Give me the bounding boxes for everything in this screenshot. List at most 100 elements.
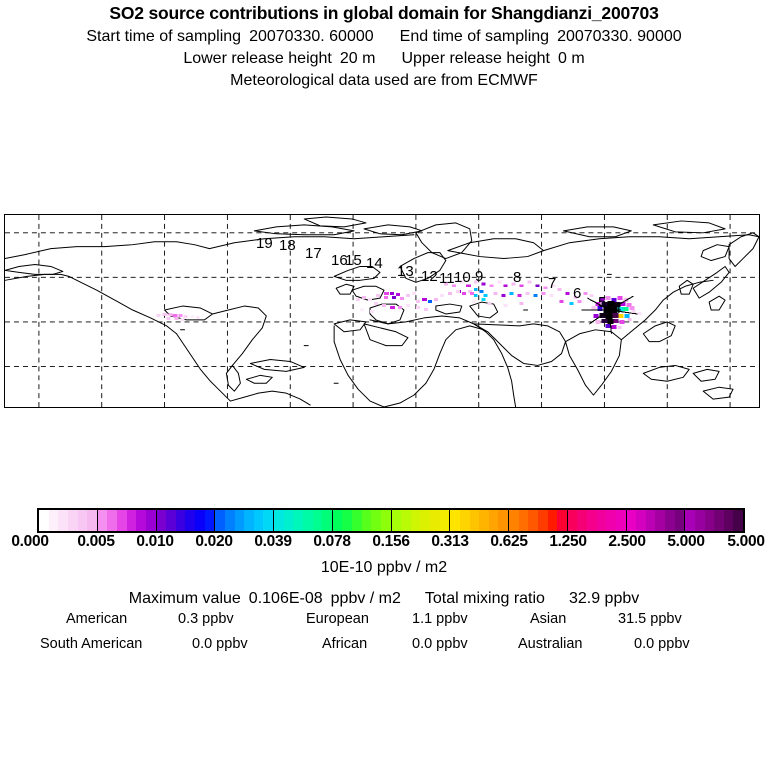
colorbar-swatch <box>450 510 460 531</box>
colorbar-swatch <box>714 510 724 531</box>
trajectory-label-14: 14 <box>366 255 383 272</box>
trajectory-label-16: 16 <box>331 252 348 269</box>
trajectory-label-8: 8 <box>513 269 522 286</box>
colorbar-swatch <box>439 510 450 531</box>
trajectory-label-17: 17 <box>305 245 322 262</box>
colorbar-swatch <box>263 510 273 531</box>
source-value-european: 1.1 ppbv <box>412 611 468 627</box>
source-name-australian: Australian <box>518 636 583 652</box>
total-mixing-ratio-value: 32.9 ppbv <box>568 590 640 607</box>
colorbar-swatch <box>166 510 176 531</box>
sampling-time-line: Start time of sampling 20070330. 60000 End… <box>0 28 768 46</box>
source-name-american: American <box>66 611 128 627</box>
colorbar-tick-9: 1.250 <box>549 533 587 550</box>
total-mixing-ratio-label: Total mixing ratio <box>424 590 545 607</box>
colorbar-swatch <box>488 510 499 531</box>
max-value-number: 0.106E-08 <box>248 590 323 607</box>
map-gridlines <box>5 215 759 407</box>
colorbar-unit-label: 10E-10 ppbv / m2 <box>320 559 448 576</box>
colorbar-swatch <box>401 510 411 531</box>
statistics-block: Maximum value 0.106E-08 ppbv / m2 Total mix… <box>0 590 768 658</box>
colorbar-segment-4 <box>274 510 333 531</box>
source-value-asian: 31.5 ppbv <box>618 611 682 627</box>
colorbar-tick-1: 0.005 <box>77 533 115 550</box>
colorbar-swatch <box>626 510 637 531</box>
colorbar-swatch <box>204 510 215 531</box>
colorbar-segment-2 <box>156 510 216 531</box>
colorbar-swatch <box>509 510 519 531</box>
colorbar-swatch <box>136 510 146 531</box>
release-height-line: Lower release height 20 m Upper release he… <box>0 50 768 68</box>
max-value-unit: ppbv / m2 <box>330 590 401 607</box>
colorbar-swatch <box>293 510 303 531</box>
source-name-african: African <box>322 636 368 652</box>
source-value-american: 0.3 ppbv <box>178 611 234 627</box>
colorbar-segment-3 <box>215 510 274 531</box>
colorbar-segment-8 <box>509 510 568 531</box>
colorbar-tick-10: 2.500 <box>608 533 646 550</box>
colorbar-swatch <box>528 510 538 531</box>
colorbar-swatch <box>391 510 402 531</box>
colorbar-tick-labels: 0.000 0.005 0.010 0.020 0.039 0.078 0.156 0.313… <box>0 533 768 553</box>
colorbar-swatch <box>332 510 343 531</box>
colorbar-swatch <box>234 510 245 531</box>
colorbar-swatch <box>537 510 548 531</box>
colorbar-swatch <box>253 510 264 531</box>
colorbar-swatch <box>58 510 68 531</box>
colorbar-segment-11 <box>685 510 743 531</box>
trajectory-label-18: 18 <box>279 237 296 254</box>
colorbar-segment-7 <box>450 510 509 531</box>
colorbar-swatch <box>685 510 695 531</box>
colorbar-swatch <box>410 510 421 531</box>
world-map-graphic <box>5 215 759 407</box>
colorbar <box>37 508 745 533</box>
colorbar-swatch <box>77 510 88 531</box>
trajectory-label-6: 6 <box>573 285 582 302</box>
colorbar-swatch <box>145 510 156 531</box>
colorbar-gradient <box>37 508 745 533</box>
colorbar-swatch <box>322 510 332 531</box>
trajectory-label-5: 5 <box>598 294 607 311</box>
colorbar-swatch <box>87 510 97 531</box>
colorbar-segment-0 <box>39 510 98 531</box>
colorbar-swatch <box>547 510 558 531</box>
colorbar-segment-5 <box>332 510 392 531</box>
colorbar-swatch <box>733 510 743 531</box>
source-name-south-american: South American <box>40 636 143 652</box>
source-name-european: European <box>306 611 369 627</box>
colorbar-swatch <box>39 510 49 531</box>
colorbar-swatch <box>665 510 675 531</box>
colorbar-swatch <box>606 510 616 531</box>
colorbar-tick-4: 0.039 <box>254 533 292 550</box>
upper-release-value: 0 m <box>558 50 585 67</box>
page-title: SO2 source contributions in global domai… <box>109 3 659 23</box>
colorbar-swatch <box>97 510 108 531</box>
colorbar-swatch <box>342 510 352 531</box>
trajectory-label-19: 19 <box>256 235 273 252</box>
colorbar-swatch <box>615 510 626 531</box>
colorbar-tick-6: 0.156 <box>372 533 410 550</box>
colorbar-swatch <box>557 510 567 531</box>
colorbar-swatch <box>244 510 254 531</box>
source-value-australian: 0.0 ppbv <box>634 636 690 652</box>
lower-release-label: Lower release height <box>183 50 332 67</box>
colorbar-swatch <box>312 510 323 531</box>
colorbar-swatch <box>117 510 127 531</box>
start-time-label: Start time of sampling <box>86 28 242 45</box>
colorbar-tick-8: 0.625 <box>490 533 528 550</box>
colorbar-swatch <box>518 510 529 531</box>
colorbar-swatch <box>704 510 715 531</box>
colorbar-segment-10 <box>626 510 686 531</box>
colorbar-segment-1 <box>97 510 157 531</box>
colorbar-swatch <box>48 510 59 531</box>
colorbar-swatch <box>498 510 508 531</box>
trajectory-label-4: 4 <box>613 300 622 317</box>
colorbar-swatch <box>459 510 470 531</box>
colorbar-swatch <box>636 510 646 531</box>
end-time-value: 20070330. 90000 <box>557 28 682 45</box>
colorbar-swatch <box>420 510 430 531</box>
coastlines <box>5 216 759 407</box>
source-value-south-american: 0.0 ppbv <box>192 636 248 652</box>
colorbar-tick-7: 0.313 <box>431 533 469 550</box>
colorbar-swatch <box>283 510 294 531</box>
